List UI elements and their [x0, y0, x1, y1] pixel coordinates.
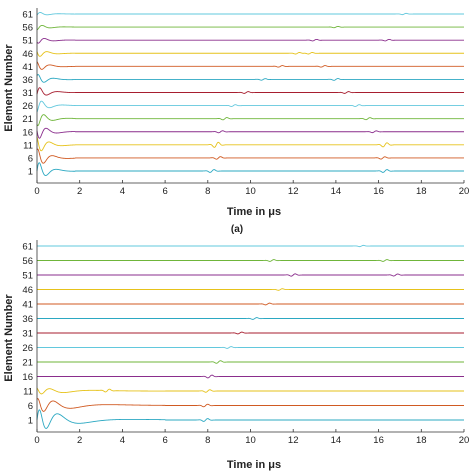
x-tick-label: 20	[459, 186, 470, 197]
x-tick-label: 16	[373, 186, 384, 197]
trace-56	[37, 259, 464, 262]
y-tick-label: 46	[22, 49, 33, 60]
trace-1	[36, 409, 464, 429]
y-axis-label: Element Number	[3, 44, 15, 132]
x-tick-label: 0	[34, 186, 39, 197]
y-tick-label: 11	[23, 387, 33, 398]
plot-traces	[36, 244, 464, 429]
trace-36	[36, 74, 464, 83]
x-tick-label: 16	[373, 435, 384, 446]
x-tick-label: 20	[459, 435, 470, 446]
y-tick-label: 36	[22, 75, 33, 86]
x-axis-label: Time in μs	[227, 206, 281, 218]
y-axis-label: Element Number	[3, 294, 15, 382]
trace-31	[36, 87, 464, 96]
trace-41	[37, 302, 464, 306]
y-tick-label: 31	[22, 329, 33, 340]
x-tick-label: 14	[331, 186, 342, 197]
y-tick-label: 61	[22, 10, 33, 21]
panel-b: 0 2 4 6 8 10 12 14 16 18 20 1611162126313641465156…	[3, 240, 469, 471]
panel-a: 0 2 4 6 8 10 12 14 16 18 20 1611162126313641465156…	[3, 8, 469, 235]
trace-51	[37, 273, 464, 277]
x-tick-label: 8	[205, 186, 210, 197]
trace-46	[36, 51, 464, 57]
trace-21	[37, 360, 464, 364]
x-tick-label: 10	[245, 186, 256, 197]
y-tick-label: 6	[28, 153, 33, 164]
trace-16	[36, 127, 464, 139]
trace-46	[37, 288, 464, 291]
y-tick-label: 16	[22, 372, 33, 383]
trace-6	[36, 148, 464, 164]
x-tick-label: 18	[416, 435, 427, 446]
x-tick-label: 4	[120, 186, 125, 197]
y-tick-label: 41	[22, 62, 33, 73]
y-tick-label: 21	[22, 358, 33, 369]
y-tick-label: 61	[22, 242, 33, 253]
y-tick-label: 51	[22, 271, 33, 282]
y-tick-label: 16	[22, 127, 33, 138]
x-tick-label: 2	[77, 435, 82, 446]
trace-1	[36, 162, 464, 176]
trace-6	[36, 398, 464, 412]
trace-26	[36, 100, 464, 113]
y-tick-label: 21	[22, 114, 33, 125]
x-tick-label: 6	[162, 186, 167, 197]
y-tick-label: 1	[28, 416, 33, 427]
x-tick-label: 12	[288, 435, 299, 446]
x-tick-label: 2	[77, 186, 82, 197]
x-tick-label: 8	[205, 435, 210, 446]
x-axis: 0 2 4 6 8 10 12 14 16 18 20	[34, 429, 469, 446]
trace-11	[36, 136, 464, 152]
x-tick-label: 6	[162, 435, 167, 446]
plot-traces	[36, 12, 464, 176]
x-tick-label: 4	[120, 435, 125, 446]
trace-56	[36, 24, 464, 31]
trace-16	[37, 374, 464, 379]
trace-41	[36, 61, 464, 70]
y-tick-label: 26	[22, 101, 33, 112]
y-tick-label: 26	[22, 343, 33, 354]
y-tick-label: 11	[23, 140, 33, 151]
y-tick-label: 1	[28, 167, 33, 178]
trace-26	[37, 346, 464, 349]
trace-51	[36, 37, 464, 44]
x-axis-label: Time in μs	[227, 459, 281, 471]
x-tick-label: 18	[416, 186, 427, 197]
y-tick-label: 36	[22, 314, 33, 325]
trace-61	[36, 12, 464, 16]
y-tick-label: 41	[22, 300, 33, 311]
y-tick-label: 56	[22, 256, 33, 267]
y-tick-label: 51	[22, 36, 33, 47]
x-tick-label: 10	[245, 435, 256, 446]
x-tick-label: 12	[288, 186, 299, 197]
y-tick-label: 6	[28, 401, 33, 412]
x-tick-label: 0	[34, 435, 39, 446]
trace-11	[36, 387, 464, 395]
y-tick-label: 56	[22, 23, 33, 34]
y-tick-label: 46	[22, 285, 33, 296]
y-tick-label: 31	[22, 88, 33, 99]
panel-caption: (a)	[231, 224, 243, 235]
trace-31	[37, 331, 464, 335]
trace-21	[36, 114, 464, 127]
x-tick-label: 14	[331, 435, 342, 446]
x-axis: 0 2 4 6 8 10 12 14 16 18 20	[34, 180, 469, 197]
trace-61	[37, 244, 464, 248]
trace-36	[37, 317, 464, 320]
